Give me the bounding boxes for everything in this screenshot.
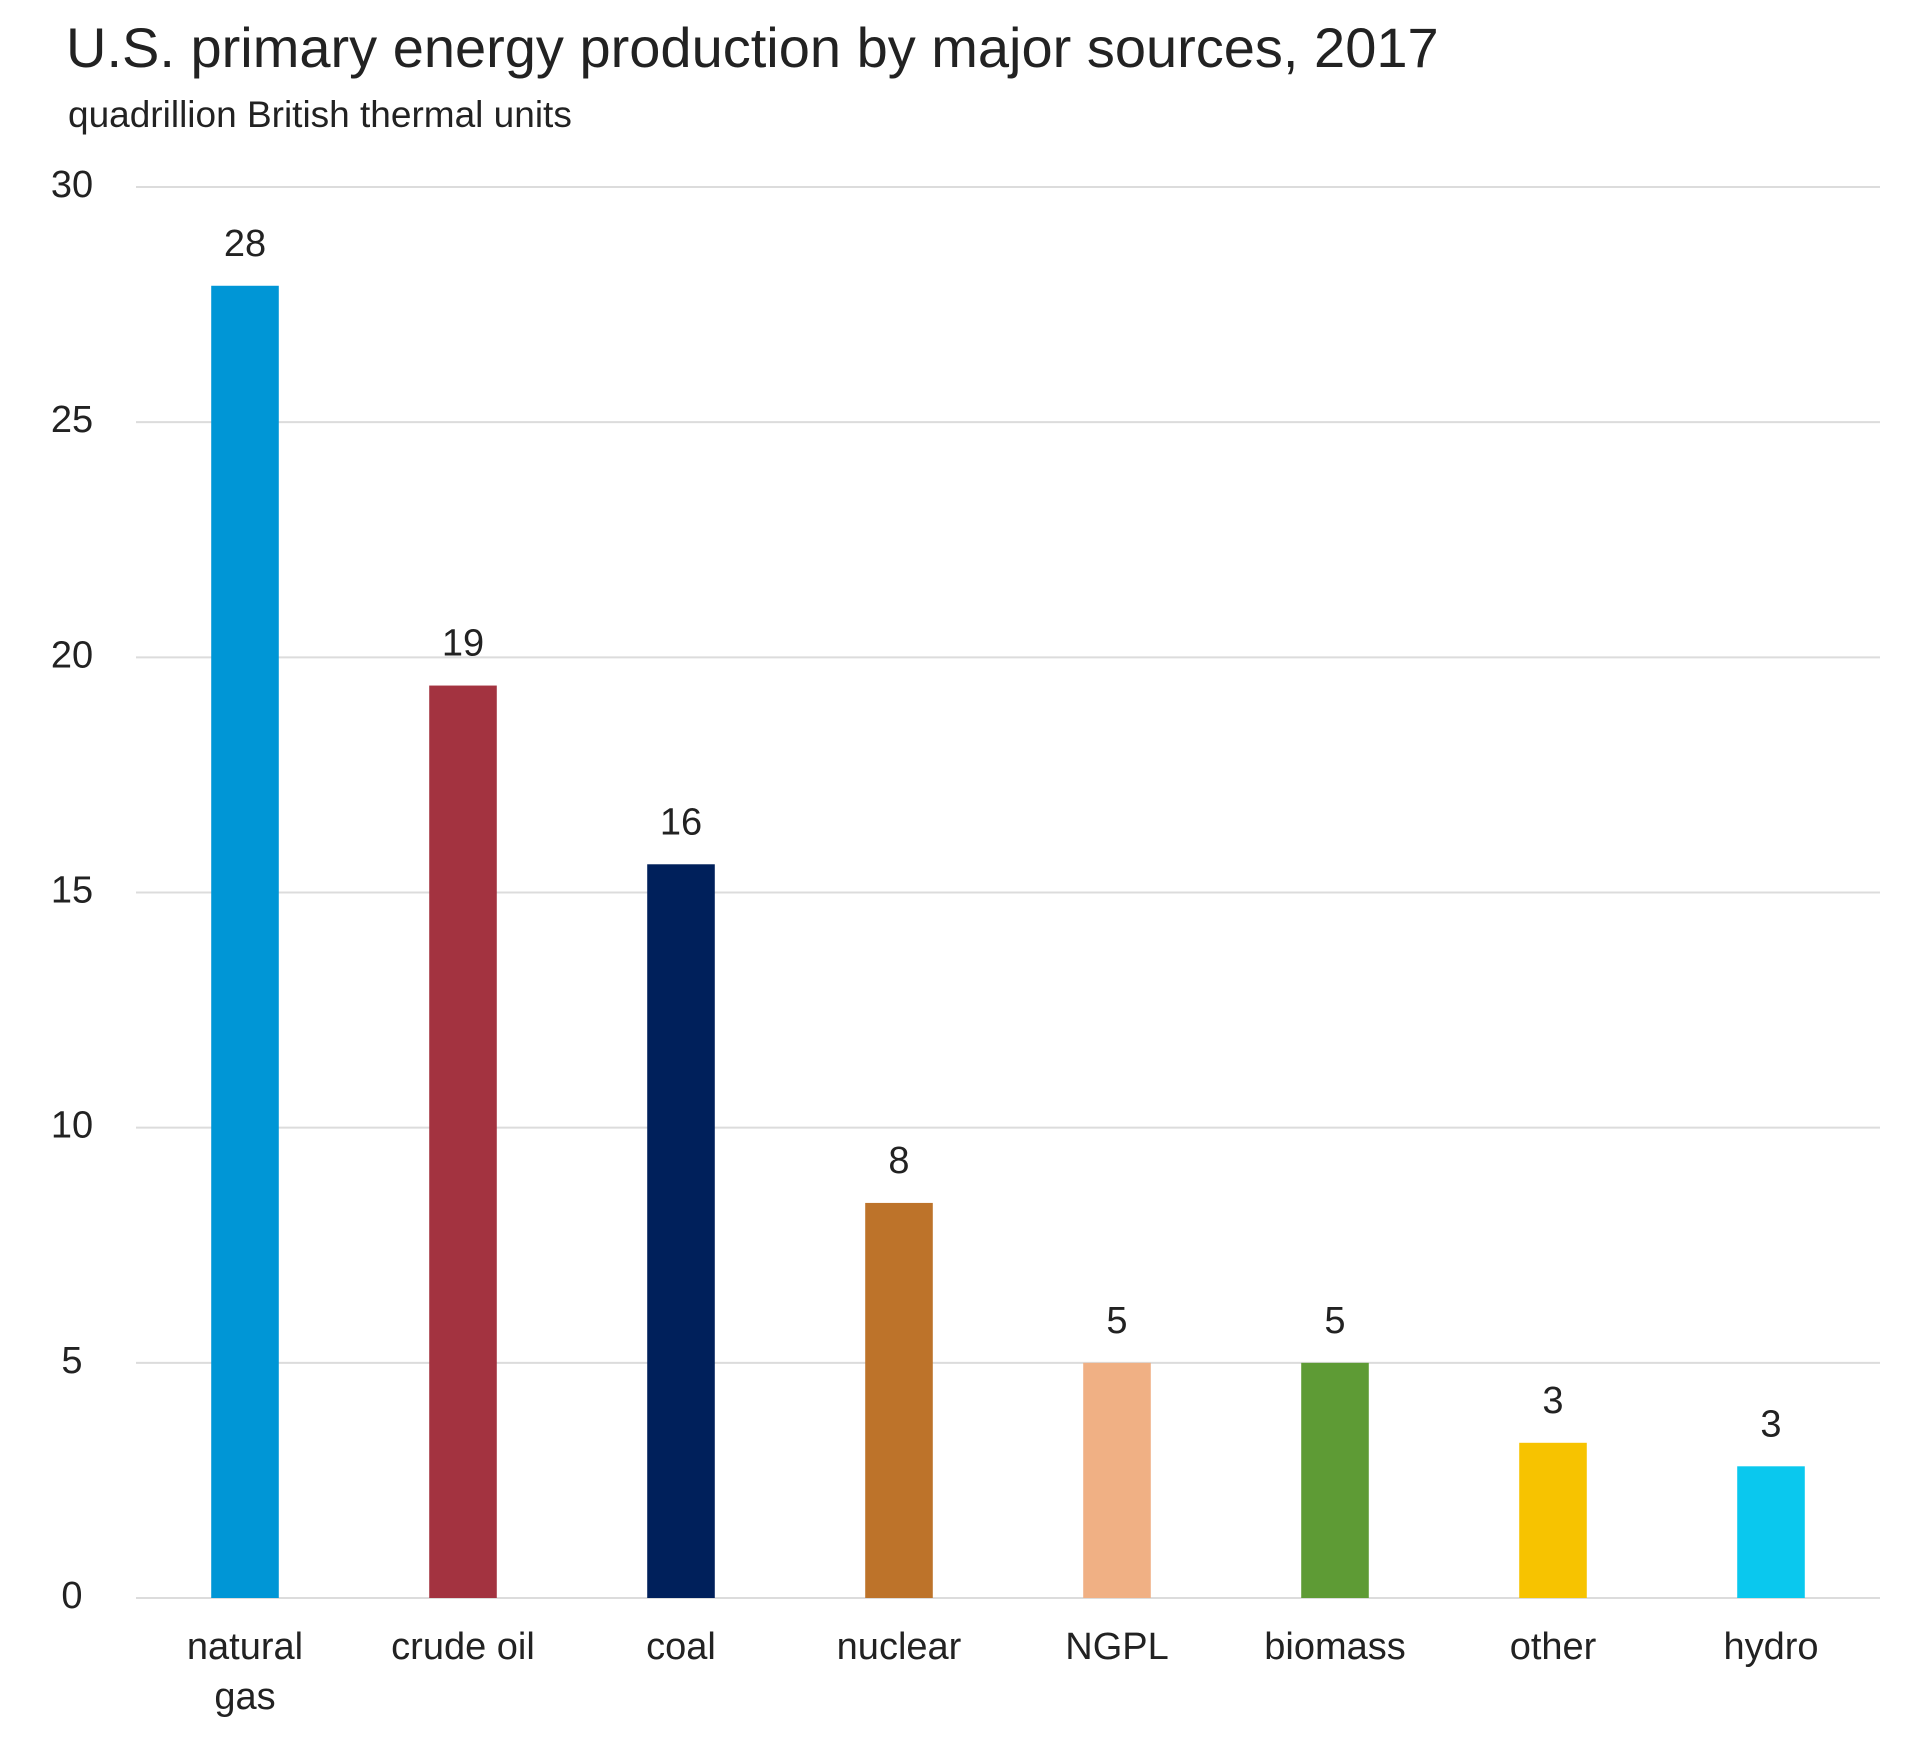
x-tick-label: other <box>1509 1626 1597 1668</box>
x-tick-label: nuclear <box>836 1626 962 1668</box>
chart-title: U.S. primary energy production by major … <box>66 16 1439 79</box>
value-label: 3 <box>1760 1403 1781 1445</box>
y-tick-label: 30 <box>51 164 93 206</box>
bar <box>647 864 715 1598</box>
value-label: 8 <box>888 1140 909 1182</box>
value-label: 19 <box>442 623 484 665</box>
y-tick-label: 5 <box>61 1340 82 1382</box>
bar <box>1301 1362 1369 1598</box>
bar <box>1519 1442 1587 1598</box>
y-tick-label: 20 <box>51 634 93 676</box>
x-tick-label: coal <box>646 1626 716 1668</box>
value-label: 3 <box>1542 1380 1563 1422</box>
y-tick-label: 0 <box>61 1575 82 1617</box>
bar <box>211 285 279 1598</box>
x-tick-label: crude oil <box>391 1626 535 1668</box>
value-label: 28 <box>224 223 266 265</box>
y-tick-label: 10 <box>51 1105 93 1147</box>
y-tick-label: 25 <box>51 399 93 441</box>
bar <box>865 1202 933 1598</box>
value-label: 5 <box>1106 1300 1127 1342</box>
bar <box>1083 1362 1151 1598</box>
x-tick-label: biomass <box>1264 1626 1406 1668</box>
value-label: 5 <box>1324 1300 1345 1342</box>
value-label: 16 <box>660 801 702 843</box>
chart-subtitle: quadrillion British thermal units <box>68 94 572 135</box>
x-tick-label: hydro <box>1723 1626 1819 1668</box>
bar <box>1737 1466 1805 1598</box>
x-tick-label: NGPL <box>1065 1626 1169 1668</box>
y-tick-label: 15 <box>51 870 93 912</box>
bar <box>429 685 497 1598</box>
x-tick-label: natural gas <box>186 1626 304 1718</box>
